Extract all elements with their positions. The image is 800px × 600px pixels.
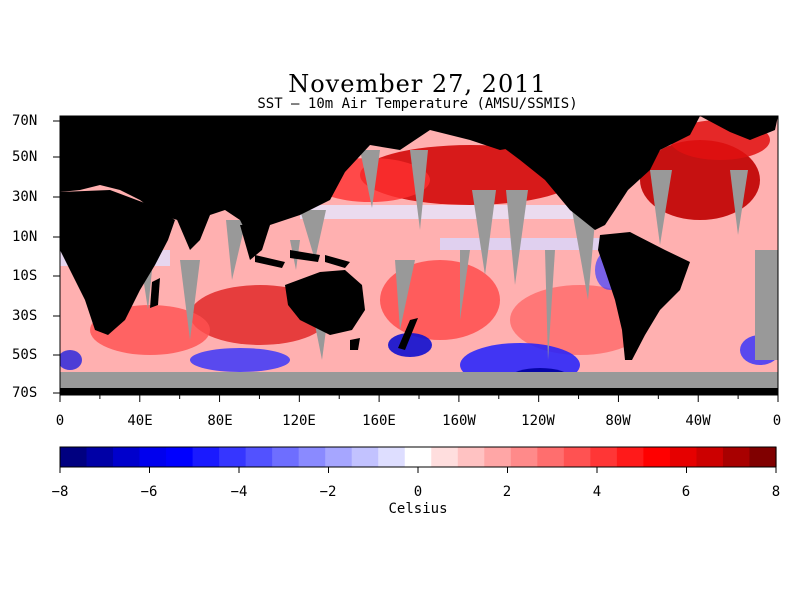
- lat-label: 30S: [12, 308, 38, 324]
- lat-label: 50S: [12, 347, 38, 363]
- colorbar-ticks: [59, 467, 777, 473]
- lon-label: 40W: [685, 413, 711, 429]
- lon-label: 80E: [207, 413, 233, 429]
- colorbar-swatch: [563, 447, 591, 467]
- colorbar-swatch: [510, 447, 538, 467]
- land-masses: [60, 116, 778, 395]
- colorbar-swatch: [378, 447, 406, 467]
- lat-label: 30N: [12, 189, 38, 205]
- figure-title: November 27, 2011: [288, 70, 547, 98]
- colorbar-swatch: [113, 447, 141, 467]
- lon-label: 120E: [282, 413, 316, 429]
- colorbar-swatch: [298, 447, 326, 467]
- colorbar-label: 6: [681, 484, 691, 500]
- colorbar-swatch: [484, 447, 512, 467]
- colorbar-swatch: [192, 447, 220, 467]
- colorbar-label: 2: [502, 484, 512, 500]
- axis-ticks: [53, 120, 779, 402]
- colorbar-swatch: [272, 447, 300, 467]
- colorbar-swatch: [139, 447, 167, 467]
- lon-label: 160E: [362, 413, 396, 429]
- lon-label: 40E: [127, 413, 153, 429]
- colorbar-label: −4: [230, 484, 248, 500]
- lon-label: 160W: [442, 413, 476, 429]
- lon-label: 0: [55, 413, 65, 429]
- colorbar-swatch: [325, 447, 353, 467]
- colorbar-label: −2: [319, 484, 337, 500]
- colorbar-swatch: [60, 447, 88, 467]
- colorbar-label: 8: [771, 484, 781, 500]
- lon-label: 0: [772, 413, 782, 429]
- colorbar-swatch: [457, 447, 485, 467]
- lon-label: 80W: [605, 413, 631, 429]
- colorbar-label: 4: [592, 484, 602, 500]
- colorbar-swatch: [166, 447, 194, 467]
- colorbar-swatch: [616, 447, 645, 467]
- colorbar-swatch: [219, 447, 247, 467]
- colorbar-swatch: [537, 447, 565, 467]
- colorbar-swatch: [245, 447, 273, 467]
- colorbar-swatch: [86, 447, 114, 467]
- lat-label: 10S: [12, 268, 38, 284]
- lat-label: 10N: [12, 229, 38, 245]
- lat-label: 70S: [12, 385, 38, 401]
- lat-label: 70N: [12, 113, 38, 129]
- figure-subtitle: SST – 10m Air Temperature (AMSU/SSMIS): [257, 96, 578, 112]
- colorbar-swatch: [696, 447, 724, 467]
- colorbar-swatch: [669, 447, 698, 467]
- colorbar-swatch: [404, 447, 432, 467]
- lon-label: 120W: [521, 413, 555, 429]
- colorbar-swatch: [722, 447, 751, 467]
- colorbar-label: 0: [413, 484, 423, 500]
- colorbar-label: −8: [51, 484, 69, 500]
- colorbar-swatch: [351, 447, 379, 467]
- colorbar-label: −6: [140, 484, 158, 500]
- colorbar-swatch: [431, 447, 459, 467]
- colorbar-swatch: [643, 447, 671, 467]
- colorbar-units: Celsius: [388, 501, 448, 517]
- colorbar-swatch: [749, 447, 777, 467]
- lat-label: 50N: [12, 149, 38, 165]
- colorbar: [60, 447, 777, 467]
- map-field: [60, 116, 778, 395]
- colorbar-swatch: [590, 447, 618, 467]
